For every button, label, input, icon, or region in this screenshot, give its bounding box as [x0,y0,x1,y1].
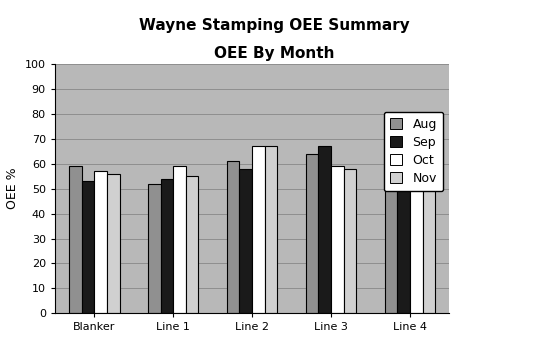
Bar [148,184,161,313]
Bar [318,146,331,313]
Bar [265,146,277,313]
Bar [107,174,119,313]
Bar [306,154,318,313]
Bar [397,184,410,313]
Bar [423,166,435,313]
Bar [94,171,107,313]
Text: OEE By Month: OEE By Month [214,46,334,61]
Bar [173,166,186,313]
Bar [239,169,252,313]
Legend: Aug, Sep, Oct, Nov: Aug, Sep, Oct, Nov [384,111,443,191]
Text: Wayne Stamping OEE Summary: Wayne Stamping OEE Summary [139,18,409,33]
Bar [186,176,198,313]
Bar [161,179,173,313]
Bar [227,161,239,313]
Bar [82,181,94,313]
Y-axis label: OEE %: OEE % [6,168,19,209]
Bar [69,166,82,313]
Bar [344,169,356,313]
Bar [252,146,265,313]
Bar [331,166,344,313]
Bar [385,174,397,313]
Bar [410,166,423,313]
